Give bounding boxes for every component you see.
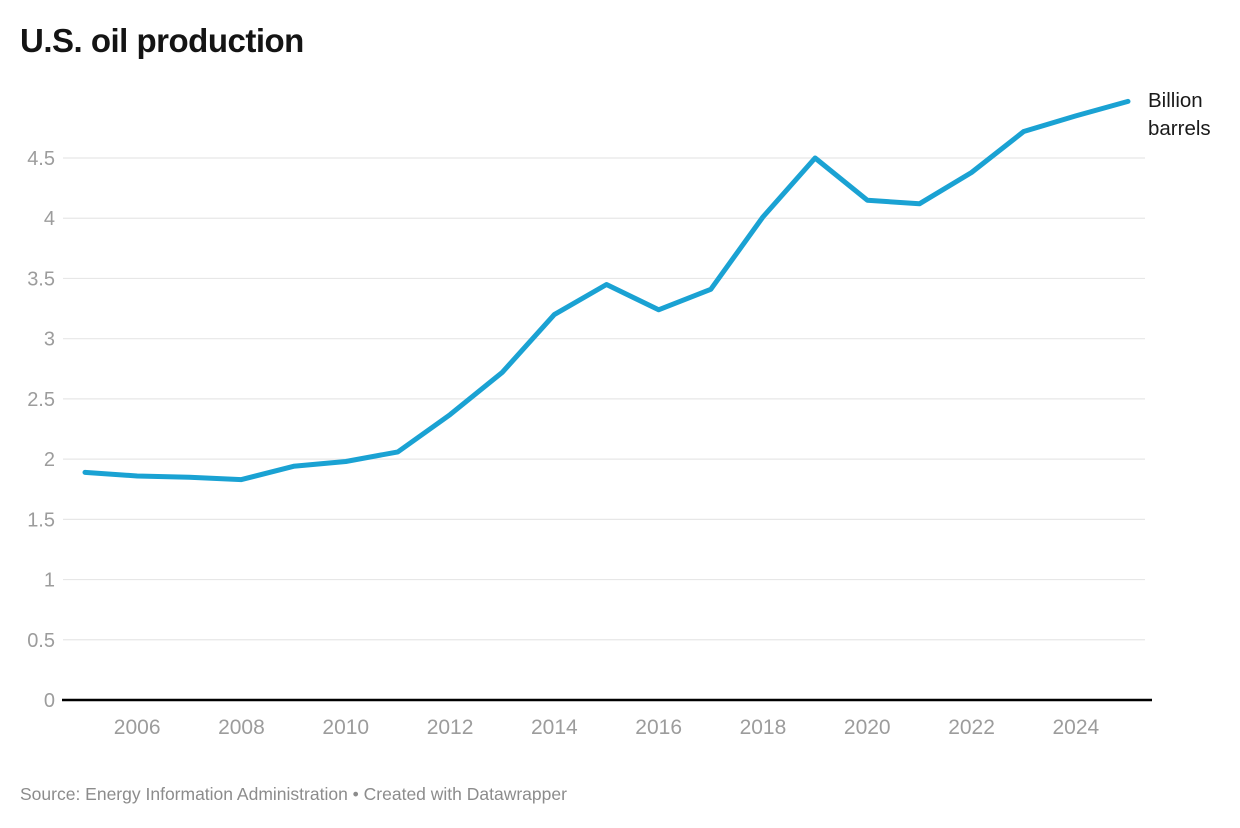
page-title: U.S. oil production — [20, 22, 304, 59]
y-tick-label: 3.5 — [27, 268, 55, 290]
y-tick-label: 4.5 — [27, 148, 55, 170]
y-tick-label: 4 — [44, 208, 55, 230]
y-tick-label: 3 — [44, 329, 55, 351]
gridline-group — [62, 157, 1152, 702]
unit-annotation: Billion barrels — [1148, 89, 1211, 140]
x-tick-label: 2010 — [322, 716, 369, 739]
x-tick-label: 2020 — [844, 716, 891, 739]
production-line — [82, 98, 1131, 483]
x-tick-label: 2012 — [427, 716, 474, 739]
plot-area — [82, 98, 1131, 483]
y-tick-label: 1 — [44, 570, 55, 592]
x-tick-label: 2014 — [531, 716, 578, 739]
x-axis-tick-labels: 2006 2008 2010 2012 2014 2016 2018 2020 2022 2024 — [114, 716, 1100, 739]
y-axis-tick-labels: 0 0.5 1 1.5 2 2.5 3 3.5 4 4.5 — [27, 148, 55, 712]
y-tick-label: 0 — [44, 690, 55, 712]
x-tick-label: 2024 — [1052, 716, 1099, 739]
y-tick-label: 0.5 — [27, 630, 55, 652]
x-tick-label: 2006 — [114, 716, 161, 739]
y-tick-label: 2 — [44, 449, 55, 471]
x-tick-label: 2022 — [948, 716, 995, 739]
y-tick-label: 1.5 — [27, 509, 55, 531]
source-line: Source: Energy Information Administratio… — [20, 784, 567, 804]
x-tick-label: 2016 — [635, 716, 682, 739]
x-tick-label: 2018 — [740, 716, 787, 739]
y-tick-label: 2.5 — [27, 389, 55, 411]
x-tick-label: 2008 — [218, 716, 265, 739]
